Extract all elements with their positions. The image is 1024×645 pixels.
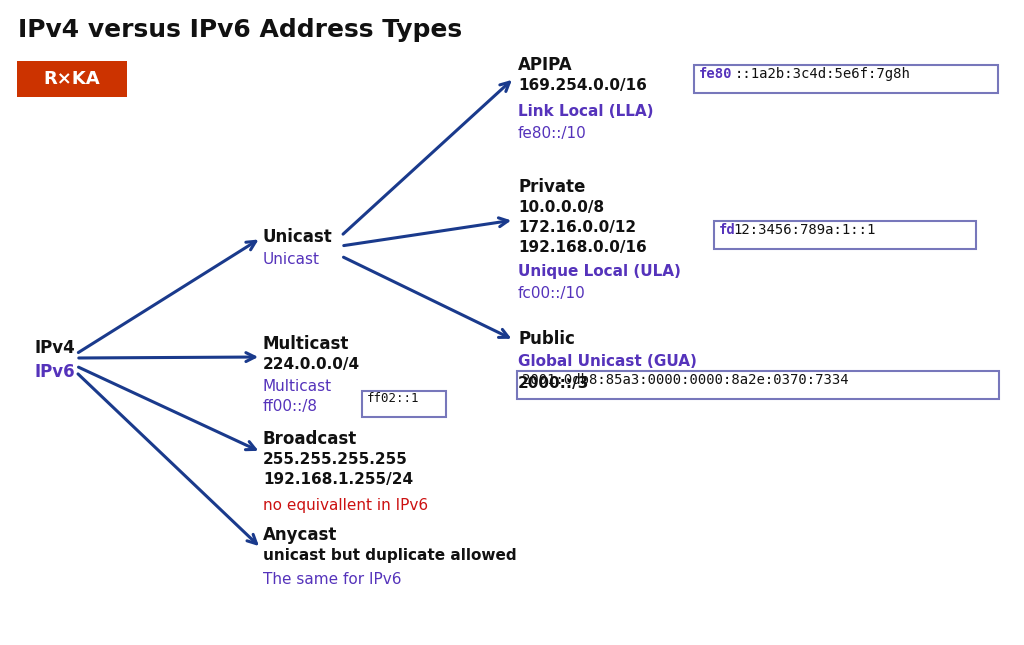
Text: IPv6: IPv6 — [34, 363, 75, 381]
Text: 192.168.1.255/24: 192.168.1.255/24 — [263, 472, 413, 487]
FancyBboxPatch shape — [694, 65, 998, 93]
Text: fd: fd — [719, 223, 736, 237]
Text: Unique Local (ULA): Unique Local (ULA) — [518, 264, 681, 279]
Text: 2001:0db8:85a3:0000:0000:8a2e:0370:7334: 2001:0db8:85a3:0000:0000:8a2e:0370:7334 — [522, 373, 849, 387]
Text: Private: Private — [518, 178, 586, 196]
Text: Multicast: Multicast — [263, 379, 332, 394]
Text: Unicast: Unicast — [263, 252, 319, 267]
Text: Unicast: Unicast — [263, 228, 333, 246]
Text: fe80: fe80 — [699, 67, 732, 81]
Text: ff00::/8: ff00::/8 — [263, 399, 318, 414]
Text: unicast but duplicate allowed: unicast but duplicate allowed — [263, 548, 517, 563]
Text: 12:3456:789a:1::1: 12:3456:789a:1::1 — [733, 223, 876, 237]
Text: no equivallent in IPv6: no equivallent in IPv6 — [263, 498, 428, 513]
Text: IPv4 versus IPv6 Address Types: IPv4 versus IPv6 Address Types — [18, 18, 462, 42]
Text: fe80::/10: fe80::/10 — [518, 126, 587, 141]
Text: The same for IPv6: The same for IPv6 — [263, 572, 401, 587]
Text: Broadcast: Broadcast — [263, 430, 357, 448]
Text: Global Unicast (GUA): Global Unicast (GUA) — [518, 354, 697, 369]
Text: IPv4: IPv4 — [34, 339, 75, 357]
Text: 172.16.0.0/12: 172.16.0.0/12 — [518, 220, 636, 235]
FancyBboxPatch shape — [17, 61, 127, 97]
Text: 255.255.255.255: 255.255.255.255 — [263, 452, 408, 467]
FancyBboxPatch shape — [714, 221, 976, 249]
Text: Link Local (LLA): Link Local (LLA) — [518, 104, 653, 119]
Text: 192.168.0.0/16: 192.168.0.0/16 — [518, 240, 647, 255]
Text: Anycast: Anycast — [263, 526, 337, 544]
FancyBboxPatch shape — [517, 371, 999, 399]
Text: 224.0.0.0/4: 224.0.0.0/4 — [263, 357, 360, 372]
Text: 2000::/3: 2000::/3 — [518, 376, 590, 391]
Text: 169.254.0.0/16: 169.254.0.0/16 — [518, 78, 647, 93]
Text: Multicast: Multicast — [263, 335, 349, 353]
Text: APIPA: APIPA — [518, 56, 572, 74]
Text: 10.0.0.0/8: 10.0.0.0/8 — [518, 200, 604, 215]
Text: R×KA: R×KA — [44, 70, 100, 88]
Text: fc00::/10: fc00::/10 — [518, 286, 586, 301]
Text: ::1a2b:3c4d:5e6f:7g8h: ::1a2b:3c4d:5e6f:7g8h — [735, 67, 911, 81]
Text: Public: Public — [518, 330, 574, 348]
FancyBboxPatch shape — [362, 391, 446, 417]
Text: ff02::1: ff02::1 — [367, 392, 420, 405]
